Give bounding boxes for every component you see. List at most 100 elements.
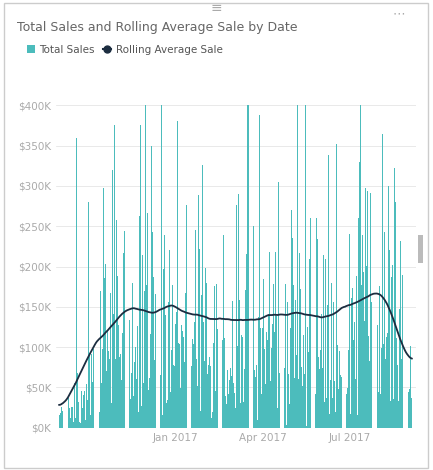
Bar xyxy=(321,314,322,428)
Bar xyxy=(232,301,233,428)
Bar xyxy=(324,402,325,428)
Bar xyxy=(149,378,150,428)
Bar xyxy=(100,291,101,428)
Bar xyxy=(244,369,245,428)
Bar xyxy=(295,300,296,428)
Bar xyxy=(264,349,265,428)
Bar xyxy=(187,303,188,428)
Bar xyxy=(239,300,240,428)
Bar xyxy=(236,205,237,428)
Bar xyxy=(234,393,235,428)
Bar xyxy=(393,399,394,428)
Bar xyxy=(110,293,111,428)
Bar xyxy=(398,401,399,428)
Bar xyxy=(275,252,276,428)
Bar xyxy=(223,235,224,428)
Bar xyxy=(104,278,105,428)
Bar xyxy=(97,258,98,428)
Bar xyxy=(84,391,85,428)
Bar xyxy=(305,105,306,428)
Bar xyxy=(177,121,178,428)
Bar xyxy=(395,202,396,428)
Bar xyxy=(256,365,257,428)
Bar xyxy=(400,241,401,428)
Bar xyxy=(114,125,115,428)
Bar xyxy=(229,381,230,428)
Bar xyxy=(181,325,182,428)
Bar xyxy=(308,352,309,428)
Bar xyxy=(288,374,289,428)
Text: ≡: ≡ xyxy=(211,1,222,16)
Bar xyxy=(165,315,166,428)
Bar xyxy=(381,348,382,428)
Bar xyxy=(391,277,392,428)
Bar xyxy=(403,182,404,428)
Bar xyxy=(106,371,107,428)
Bar xyxy=(146,285,147,428)
Bar xyxy=(71,407,72,428)
Bar xyxy=(384,232,385,428)
Bar xyxy=(267,340,268,428)
Bar xyxy=(205,268,206,428)
Bar xyxy=(345,306,346,428)
Bar xyxy=(314,204,315,428)
Bar xyxy=(163,269,164,428)
Bar xyxy=(157,414,158,428)
Bar xyxy=(343,280,344,428)
Bar xyxy=(290,328,291,428)
Bar xyxy=(322,368,323,428)
Bar xyxy=(263,279,264,428)
Bar xyxy=(169,250,170,428)
Bar xyxy=(102,349,103,428)
Bar xyxy=(342,184,343,428)
Bar xyxy=(241,335,242,428)
Bar xyxy=(168,302,169,428)
Bar xyxy=(270,382,271,428)
Bar xyxy=(87,400,88,428)
Bar xyxy=(82,408,83,428)
Bar xyxy=(274,332,275,428)
Bar xyxy=(224,338,225,428)
Bar xyxy=(390,401,391,428)
Bar xyxy=(113,314,114,428)
Bar xyxy=(359,162,360,428)
Bar xyxy=(371,302,372,428)
Bar xyxy=(108,352,109,428)
Bar xyxy=(226,405,227,428)
Bar xyxy=(126,352,127,428)
Text: ⋯: ⋯ xyxy=(392,7,404,20)
Bar xyxy=(260,328,261,428)
Bar xyxy=(317,239,318,428)
Bar xyxy=(336,143,337,428)
Bar xyxy=(309,259,310,428)
Bar xyxy=(378,392,379,428)
Bar xyxy=(212,412,213,428)
Bar xyxy=(219,105,220,428)
Bar xyxy=(266,332,267,428)
Bar xyxy=(370,193,371,428)
Bar xyxy=(227,370,228,428)
Bar xyxy=(73,422,74,428)
Bar xyxy=(80,423,81,428)
Bar xyxy=(198,196,199,428)
Bar xyxy=(281,379,282,428)
Bar xyxy=(74,383,75,428)
Bar xyxy=(361,285,362,428)
Bar xyxy=(197,386,198,428)
Bar xyxy=(166,403,167,428)
Bar xyxy=(121,380,122,428)
Bar xyxy=(367,190,368,428)
Bar xyxy=(196,359,197,428)
Bar xyxy=(272,324,273,428)
Bar xyxy=(119,357,120,428)
Bar xyxy=(338,390,339,428)
Bar xyxy=(259,115,260,428)
Bar xyxy=(98,341,99,428)
Bar xyxy=(349,234,350,428)
Bar xyxy=(86,384,87,428)
Bar xyxy=(120,354,121,428)
Bar xyxy=(118,325,119,428)
Bar xyxy=(173,365,174,428)
Bar xyxy=(171,350,172,428)
Bar xyxy=(144,291,145,428)
